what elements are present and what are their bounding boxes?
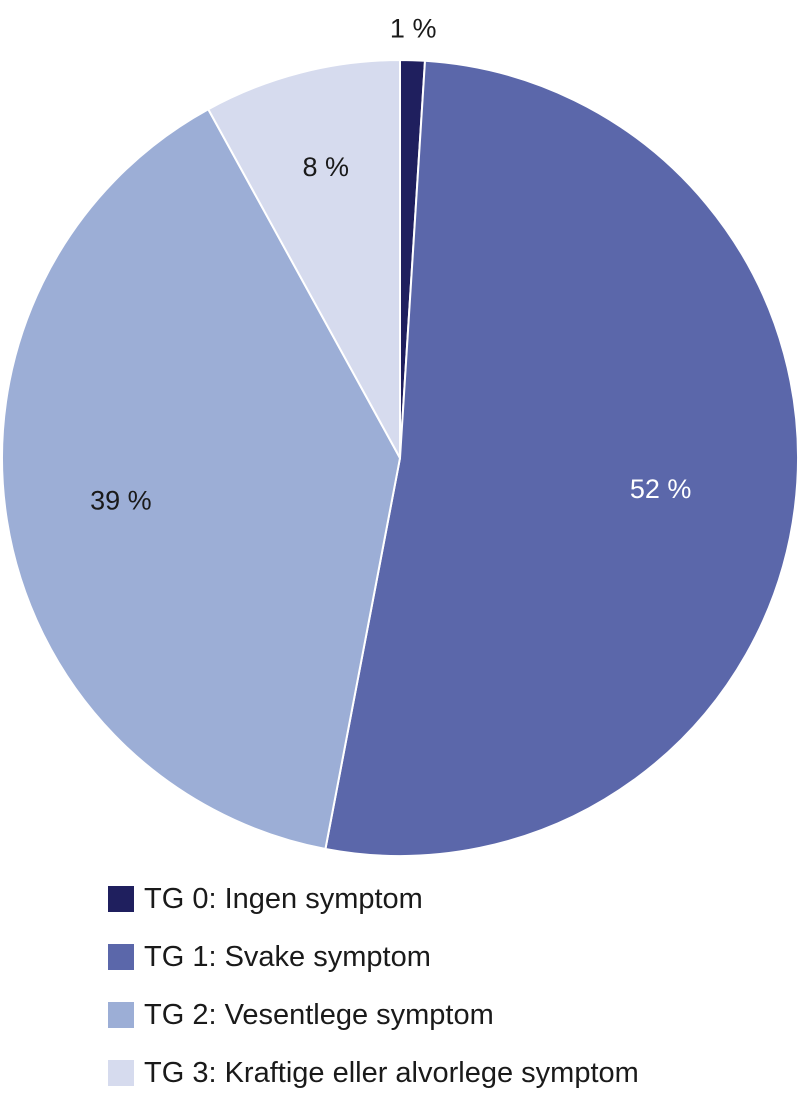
pie-slice-tg1 — [324, 59, 799, 857]
legend-swatch-tg1 — [108, 944, 134, 970]
slice-label-tg0: 1 % — [390, 13, 437, 43]
legend-label-tg0: TG 0: Ingen symptom — [144, 882, 423, 915]
legend-label-tg3: TG 3: Kraftige eller alvorlege symptom — [144, 1056, 639, 1089]
legend-label-tg1: TG 1: Svake symptom — [144, 940, 431, 973]
pie-slice-tg2 — [1, 107, 402, 851]
legend-item-tg0: TG 0: Ingen symptom — [108, 870, 639, 928]
pie-slice-tg3 — [206, 58, 401, 459]
legend-swatch-tg2 — [108, 1002, 134, 1028]
legend: TG 0: Ingen symptom TG 1: Svake symptom … — [108, 870, 639, 1102]
legend-item-tg1: TG 1: Svake symptom — [108, 928, 639, 986]
slice-label-tg3: 8 % — [303, 152, 350, 182]
slice-label-tg2: 39 % — [90, 485, 152, 515]
legend-label-tg2: TG 2: Vesentlege symptom — [144, 998, 494, 1031]
legend-item-tg2: TG 2: Vesentlege symptom — [108, 986, 639, 1044]
legend-item-tg3: TG 3: Kraftige eller alvorlege symptom — [108, 1044, 639, 1102]
legend-swatch-tg3 — [108, 1060, 134, 1086]
pie-chart: 1 % 52 % 39 % 8 % — [1, 13, 799, 857]
slice-label-tg1: 52 % — [630, 474, 692, 504]
legend-swatch-tg0 — [108, 886, 134, 912]
